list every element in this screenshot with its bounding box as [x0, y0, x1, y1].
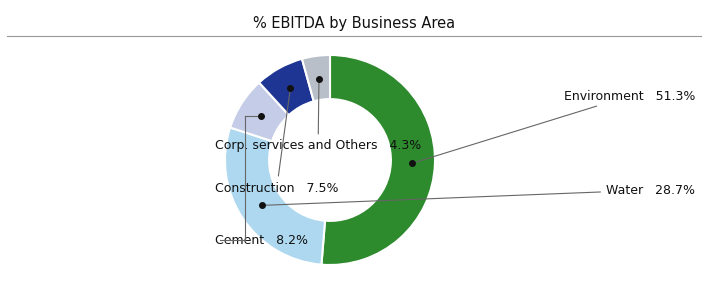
Wedge shape	[321, 55, 435, 265]
Text: Cement   8.2%: Cement 8.2%	[215, 234, 308, 246]
Wedge shape	[230, 83, 289, 141]
Text: Corp. services and Others   4.3%: Corp. services and Others 4.3%	[215, 82, 421, 153]
Wedge shape	[302, 55, 330, 101]
Text: Construction   7.5%: Construction 7.5%	[215, 91, 338, 195]
Text: Environment   51.3%: Environment 51.3%	[414, 89, 695, 162]
Text: % EBITDA by Business Area: % EBITDA by Business Area	[253, 16, 455, 31]
Text: Water   28.7%: Water 28.7%	[265, 184, 695, 205]
Wedge shape	[259, 59, 314, 115]
Wedge shape	[225, 128, 325, 265]
